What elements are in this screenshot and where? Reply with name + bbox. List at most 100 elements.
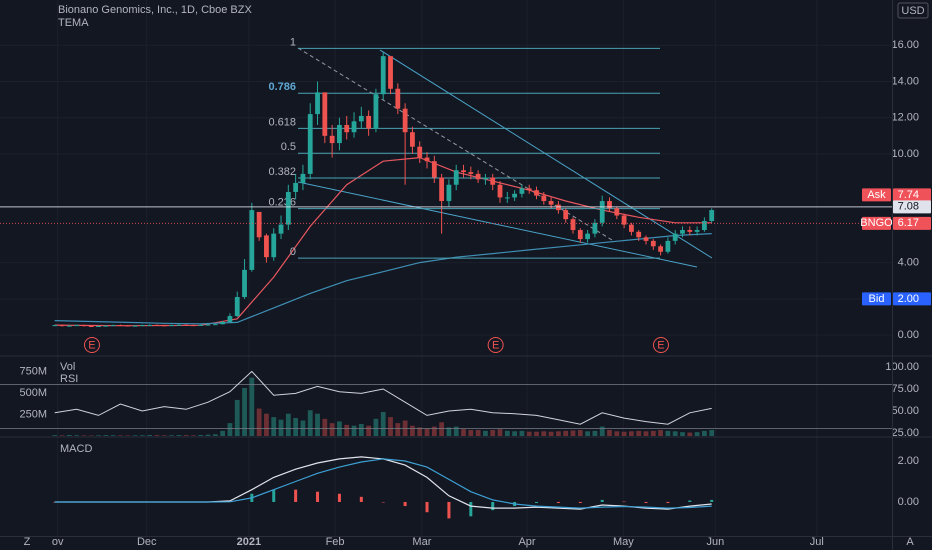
candle-body (643, 237, 649, 241)
trend-line (379, 49, 713, 259)
volume-bar (373, 418, 379, 436)
volume-bar (74, 435, 80, 436)
volume-bar (665, 430, 671, 436)
price-tag-name: BNGO (860, 217, 893, 229)
price-tag-name-box (862, 188, 891, 202)
volume-bar (285, 413, 291, 436)
volume-bar (607, 429, 612, 436)
candle-body (629, 224, 634, 232)
volume-bar (614, 431, 620, 436)
candle-body (198, 324, 204, 326)
macd-histogram-bar (447, 501, 451, 519)
earnings-marker (652, 337, 669, 353)
x-tick-label: ov (52, 536, 64, 548)
volume-bar (271, 417, 277, 436)
volume-bar (388, 417, 393, 436)
macd-histogram-bar (622, 501, 626, 503)
volume-bar (278, 419, 284, 436)
y-tick-label: 50.00 (891, 405, 919, 417)
candle-body (373, 94, 379, 129)
candle-body (74, 325, 80, 327)
candle-body (556, 204, 561, 211)
volume-bar (431, 426, 437, 436)
currency-button[interactable] (897, 2, 929, 19)
candle-body (300, 173, 306, 183)
volume-bar (249, 377, 255, 436)
candle-body (541, 195, 547, 202)
macd-histogram-bar (688, 500, 692, 502)
candle-body (672, 233, 678, 241)
volume-bar (183, 435, 189, 436)
volume-bar (658, 429, 664, 436)
candle-body (88, 326, 94, 328)
volume-bar (366, 425, 372, 436)
x-tick-label: Jul (810, 536, 824, 548)
candle-body (665, 240, 671, 252)
macd-histogram-bar (294, 489, 298, 502)
candle-body (264, 235, 269, 258)
y-tick-label: 500M (19, 387, 47, 399)
symbol-title: Bionano Genomics, Inc., 1D, Cboe BZX (58, 4, 252, 16)
candle-body (439, 177, 445, 202)
volume-bar (315, 413, 320, 436)
candle-body (169, 325, 174, 327)
candle-body (212, 324, 218, 326)
x-tick-label: Jun (706, 536, 724, 548)
candle-body (110, 325, 116, 327)
volume-bar (66, 434, 72, 436)
x-tick-label: Apr (518, 536, 535, 548)
candle-body (285, 191, 291, 225)
volume-bar (577, 429, 583, 436)
candle-body (329, 135, 335, 144)
volume-bar (198, 434, 204, 436)
pane-label: MACD (60, 443, 92, 455)
candle-body (461, 170, 466, 173)
volume-bar (242, 387, 247, 436)
y-tick-label: 250M (19, 408, 47, 420)
candle-body (132, 325, 138, 327)
y-tick-label: 25.00 (891, 427, 919, 439)
candle-body (417, 146, 423, 158)
volume-bar (212, 434, 218, 436)
macd-histogram-bar (600, 499, 604, 502)
volume-bar (621, 431, 627, 436)
candle-body (592, 222, 598, 234)
candle-body (147, 324, 153, 326)
macd-histogram-bar (425, 501, 429, 513)
volume-bar (161, 435, 167, 436)
volume-bar (512, 431, 518, 436)
volume-bar (307, 410, 313, 436)
price-tag-value: 2.00 (898, 293, 919, 305)
volume-bar (176, 435, 182, 436)
candle-body (563, 210, 569, 220)
y-tick-label: 100.00 (885, 361, 919, 373)
candle-body (402, 108, 408, 133)
macd-histogram-bar (316, 491, 320, 502)
candle-body (366, 115, 372, 129)
y-tick-label: 75.00 (891, 383, 919, 395)
volume-bar (205, 434, 211, 436)
volume-bar (548, 431, 554, 436)
currency-label[interactable]: USD (901, 5, 924, 17)
y-tick-label: 4.00 (898, 257, 919, 269)
price-tag-name-box (862, 292, 891, 306)
macd-line (54, 458, 712, 509)
candle-body (66, 325, 72, 327)
candle-body (161, 325, 167, 327)
volume-bar (81, 435, 87, 436)
candle-body (118, 325, 123, 327)
volume-bar (417, 427, 423, 436)
fib-ratio-label: 0.786 (268, 81, 296, 93)
volume-bar (96, 435, 101, 436)
volume-bar (132, 435, 138, 436)
zoom-button[interactable]: Z (24, 536, 31, 548)
trend-line (297, 47, 613, 241)
y-tick-label: 0.00 (898, 496, 919, 508)
grid (0, 0, 892, 536)
auto-scale-button[interactable]: A (906, 536, 914, 548)
volume-bar (709, 429, 715, 436)
candle-body (315, 92, 320, 115)
candle-body (483, 177, 488, 180)
price-tag-name-box (862, 216, 891, 230)
